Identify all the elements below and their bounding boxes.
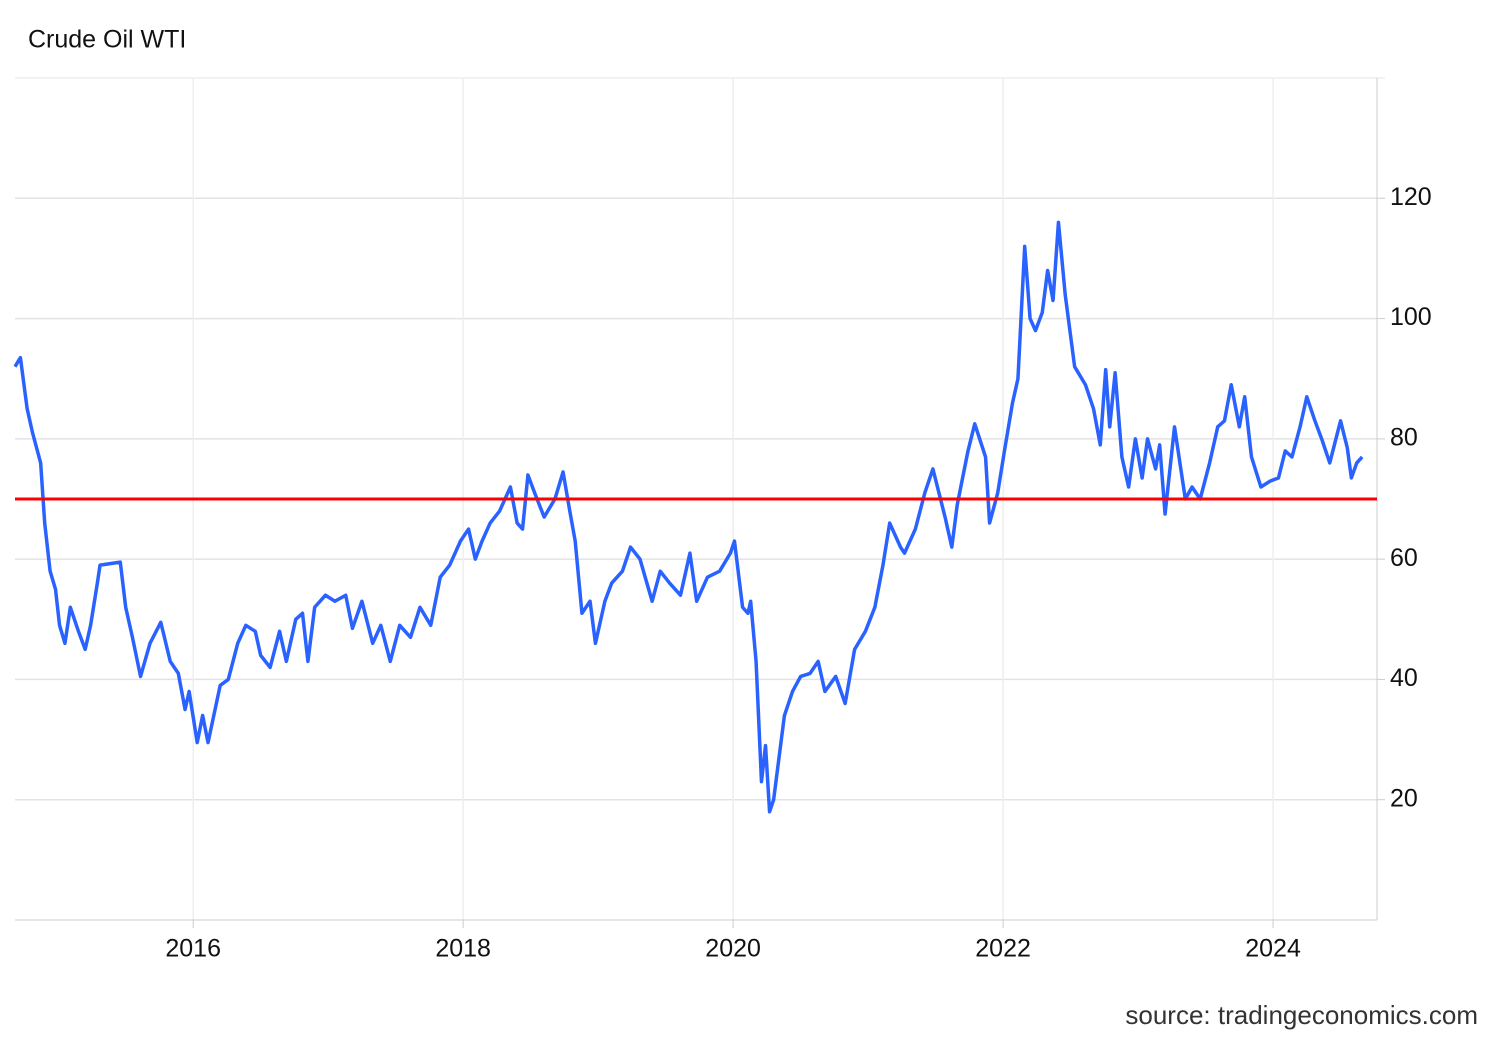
y-tick-label: 80 bbox=[1390, 423, 1418, 451]
y-tick-label: 100 bbox=[1390, 303, 1432, 331]
chart-title: Crude Oil WTI bbox=[28, 26, 186, 54]
x-tick-label: 2016 bbox=[165, 935, 221, 963]
x-tick-label: 2022 bbox=[975, 935, 1031, 963]
y-tick-label: 40 bbox=[1390, 664, 1418, 692]
y-tick-label: 20 bbox=[1390, 784, 1418, 812]
source-note: source: tradingeconomics.com bbox=[1125, 1000, 1478, 1030]
y-tick-label: 60 bbox=[1390, 544, 1418, 572]
x-tick-label: 2020 bbox=[705, 935, 761, 963]
y-tick-label: 120 bbox=[1390, 183, 1432, 211]
data-line bbox=[13, 220, 1364, 814]
x-tick-label: 2018 bbox=[435, 935, 491, 963]
x-tick-label: 2024 bbox=[1245, 935, 1301, 963]
